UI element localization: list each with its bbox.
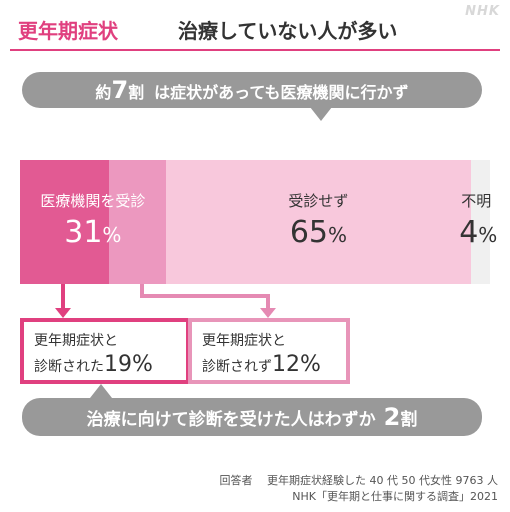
box-diagnosed-value: 19 [104, 352, 132, 377]
nhk-watermark: NHK [465, 4, 500, 19]
callout-top-pointer [310, 107, 332, 121]
callout-bottom-suffix: 割 [400, 410, 418, 430]
callout-top-prefix: 約 [95, 83, 112, 102]
box-undiagnosed-line1: 更年期症状と [202, 333, 286, 349]
box-diagnosed-line2: 診断された19% [34, 352, 153, 377]
box-undiagnosed: 更年期症状と 診断されず12% [188, 318, 350, 384]
callout-top: 約7割 は症状があっても医療機関に行かず [22, 72, 482, 108]
bar-value-1: 31% [64, 215, 122, 250]
bar-value-2: 65% [289, 215, 348, 250]
box-diagnosed-line1: 更年期症状と [34, 333, 118, 349]
callout-bottom-text: 治療に向けて診断を受けた人はわずか [86, 410, 376, 430]
bar-label-3: 不明 [461, 192, 492, 210]
box-undiagnosed-label: 診断されず [202, 359, 272, 375]
bar-segment-3: 不明 4% [459, 160, 497, 284]
bar-value-unit-1: % [102, 223, 122, 247]
box-undiagnosed-line2: 診断されず12% [202, 352, 321, 377]
box-diagnosed-unit: % [132, 352, 153, 377]
footer-source: NHK「更年期と仕事に関する調査」2021 [292, 490, 498, 503]
callout-bottom-pointer [90, 384, 112, 398]
arrow-diagnosed-line [61, 284, 65, 310]
bar-value-unit-3: % [478, 223, 498, 247]
callout-bottom: 治療に向けて診断を受けた人はわずか 2割 [22, 398, 482, 436]
callout-top-suffix: 割 [128, 83, 145, 102]
arrow-undiagnosed-head [260, 308, 276, 318]
box-diagnosed-label: 診断された [34, 359, 104, 375]
bar-value-3: 4% [459, 215, 498, 250]
callout-bottom-number: 2 [383, 403, 401, 431]
title-underline [10, 49, 500, 51]
bar-subsegment-2 [109, 160, 166, 284]
box-undiagnosed-unit: % [300, 352, 321, 377]
arrow-undiagnosed-horizontal [140, 294, 270, 298]
title-accent: 更年期症状 [18, 19, 118, 43]
bar-segment-2: 受診せず 65% [165, 160, 472, 284]
callout-top-number: 7 [111, 76, 129, 104]
bar-subsegment-1 [20, 160, 110, 284]
arrow-diagnosed-head [55, 308, 71, 318]
bar-label-1: 医療機関を受診 [40, 192, 146, 210]
page-title: 治療していない人が多い [178, 19, 398, 43]
footer-respondents: 回答者 更年期症状経験した 40 代 50 代女性 9763 人 [219, 474, 498, 487]
bar-value-unit-2: % [328, 223, 348, 247]
arrow-undiagnosed-vertical [140, 284, 144, 298]
arrow-undiagnosed-down [266, 294, 270, 310]
callout-top-text: は症状があっても医療機関に行かず [154, 83, 409, 102]
bar-segment-1: 医療機関を受診 31% [20, 160, 166, 284]
box-diagnosed: 更年期症状と 診断された19% [20, 318, 190, 384]
box-undiagnosed-value: 12 [272, 352, 300, 377]
bar-label-2: 受診せず [288, 192, 349, 210]
